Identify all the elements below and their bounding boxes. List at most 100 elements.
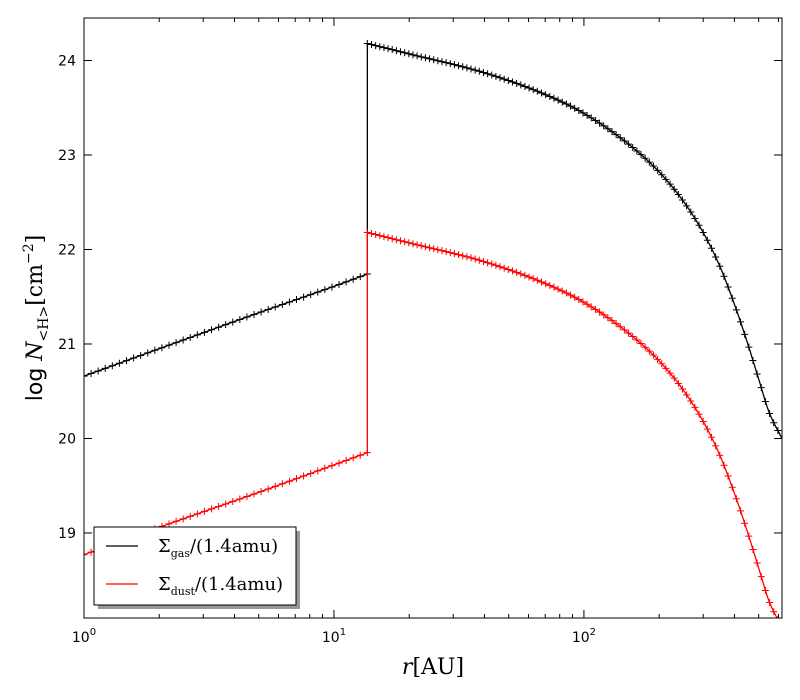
- series-marker-dust: [321, 464, 329, 472]
- series-marker-gas: [521, 82, 529, 90]
- series-marker-dust: [84, 551, 88, 559]
- series-marker-dust: [587, 303, 595, 311]
- legend-box: [93, 526, 297, 606]
- series-marker-gas: [488, 71, 496, 79]
- series-marker-gas: [250, 310, 258, 318]
- series-marker-gas: [123, 357, 130, 365]
- series-marker-dust: [737, 507, 745, 515]
- series-marker-gas: [484, 70, 492, 78]
- series-marker-gas: [703, 236, 711, 244]
- series-marker-dust: [356, 451, 364, 459]
- series-marker-dust: [724, 472, 732, 480]
- series-marker-dust: [426, 244, 434, 252]
- series-marker-dust: [645, 347, 653, 355]
- series-marker-dust: [666, 369, 674, 377]
- series-marker-gas: [496, 74, 504, 82]
- x-tick-label: 102: [572, 627, 596, 646]
- series-marker-dust: [567, 291, 575, 299]
- series-marker-dust: [229, 498, 237, 506]
- series-marker-gas: [629, 144, 637, 152]
- series-marker-gas: [222, 321, 230, 329]
- series-marker-gas: [637, 151, 645, 159]
- series-marker-gas: [215, 323, 223, 331]
- tick-layer: 19 20 21 22 23 24 100 101 102: [58, 18, 782, 646]
- y-tick-label: 23: [58, 148, 76, 164]
- series-marker-gas: [115, 359, 123, 367]
- series-marker-gas: [554, 96, 562, 104]
- series-marker-gas: [421, 54, 429, 62]
- series-marker-dust: [575, 295, 583, 303]
- series-marker-gas: [542, 91, 550, 99]
- y-tick-label: 20: [58, 431, 76, 447]
- series-marker-dust: [770, 608, 778, 616]
- series-marker-dust: [662, 364, 670, 372]
- series-marker-gas: [641, 154, 649, 162]
- series-marker-gas: [471, 66, 479, 74]
- series-marker-gas: [372, 42, 380, 50]
- series-marker-gas: [720, 272, 728, 280]
- series-marker-dust: [779, 624, 786, 631]
- series-marker-gas: [293, 296, 301, 304]
- series-marker-dust: [342, 456, 350, 464]
- series-marker-dust: [596, 308, 604, 316]
- series-marker-dust: [604, 314, 612, 322]
- y-tick-label: 19: [58, 526, 76, 542]
- series-marker-dust: [517, 270, 525, 278]
- series-marker-gas: [264, 305, 272, 313]
- series-marker-gas: [300, 293, 308, 301]
- series-marker-dust: [703, 425, 711, 433]
- series-marker-dust: [708, 433, 716, 441]
- series-marker-dust: [579, 298, 587, 306]
- series-marker-dust: [488, 260, 496, 268]
- series-marker-dust: [384, 234, 392, 242]
- series-marker-gas: [108, 362, 116, 370]
- series-marker-dust: [193, 510, 201, 518]
- series-marker-dust: [208, 505, 216, 513]
- series-marker-gas: [455, 62, 463, 70]
- series-gas: [84, 40, 782, 442]
- series-marker-gas: [670, 185, 678, 193]
- series-marker-gas: [314, 288, 322, 296]
- series-marker-gas: [208, 326, 216, 334]
- series-marker-dust: [250, 490, 258, 498]
- plot-frame: [83, 17, 783, 619]
- series-marker-dust: [691, 403, 699, 411]
- series-marker-gas: [575, 107, 583, 115]
- series-marker-dust: [446, 249, 454, 257]
- series-marker-gas: [633, 147, 641, 155]
- series-marker-dust: [670, 374, 678, 382]
- series-marker-dust: [753, 559, 761, 567]
- series-marker-gas: [463, 64, 471, 72]
- series-marker-dust: [658, 360, 666, 368]
- series-marker-gas: [587, 114, 595, 122]
- series-marker-dust: [285, 477, 293, 485]
- series-marker-dust: [257, 487, 265, 495]
- series-marker-gas: [596, 119, 604, 127]
- series-marker-dust: [637, 340, 645, 348]
- series-marker-dust: [434, 246, 442, 254]
- series-marker-dust: [533, 276, 541, 284]
- series-marker-dust: [388, 235, 396, 243]
- series-marker-gas: [683, 202, 691, 210]
- series-marker-dust: [558, 287, 566, 295]
- series-dust: [84, 228, 786, 631]
- series-marker-gas: [94, 367, 102, 375]
- series-marker-dust: [165, 520, 173, 528]
- series-marker-gas: [695, 221, 703, 229]
- series-marker-dust: [300, 472, 308, 480]
- series-marker-gas: [459, 63, 467, 71]
- series-marker-gas: [243, 313, 251, 321]
- series-marker-dust: [712, 442, 720, 450]
- series-marker-dust: [695, 410, 703, 418]
- y-tick-label: 21: [58, 337, 76, 353]
- legend: Σgas/(1.4amu) Σdust/(1.4amu): [93, 526, 300, 609]
- series-marker-gas: [450, 61, 458, 69]
- series-marker-dust: [683, 391, 691, 399]
- series-marker-dust: [264, 485, 272, 493]
- series-marker-dust: [271, 482, 279, 490]
- series-marker-dust: [757, 573, 765, 581]
- series-marker-gas: [442, 59, 450, 67]
- series-marker-dust: [620, 326, 628, 334]
- series-marker-dust: [349, 454, 357, 462]
- series-marker-gas: [579, 109, 587, 117]
